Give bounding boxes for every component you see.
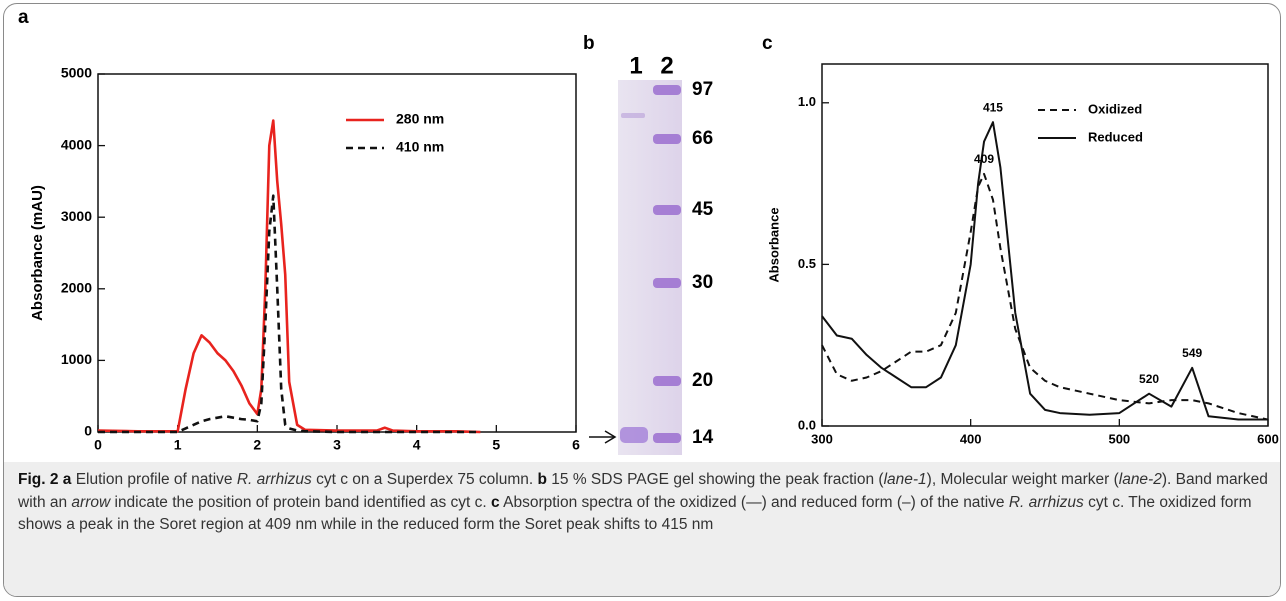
legend-label: Reduced [1088, 129, 1143, 144]
x-tick-label: 400 [960, 431, 982, 446]
caption-text: lane-1 [883, 471, 927, 488]
caption-text: R. arrhizus [1008, 493, 1084, 511]
caption-text: Absorption spectra of the oxidized (—) a… [499, 493, 1009, 511]
y-axis-label: Absorbance (mAU) [29, 185, 46, 321]
caption-text: ), Molecular weight marker ( [926, 471, 1119, 488]
marker-label: 66 [692, 128, 713, 149]
caption: Fig. 2 a Elution profile of native R. ar… [18, 469, 1270, 537]
legend-label: 410 nm [396, 139, 444, 155]
y-tick-label: 0.0 [798, 417, 816, 432]
figure-frame [3, 3, 1281, 597]
caption-text: 15 % SDS PAGE gel showing the peak fract… [546, 471, 884, 488]
marker-label: 20 [692, 370, 713, 391]
series-line [98, 194, 481, 434]
x-tick-label: 1 [174, 437, 182, 453]
y-tick-label: 0 [84, 423, 92, 439]
plot-frame [821, 63, 1269, 427]
y-tick-label: 4000 [61, 136, 92, 152]
x-tick-label: 0 [94, 437, 102, 453]
caption-text: c [491, 493, 500, 511]
y-tick-label: 3000 [61, 208, 92, 224]
marker-label: 97 [692, 79, 713, 100]
caption-text: lane-2 [1118, 471, 1162, 488]
panel-label: b [583, 33, 595, 54]
x-tick-label: 500 [1108, 431, 1130, 446]
caption-text: cyt c on a Superdex 75 column. [311, 471, 538, 488]
marker-band [653, 278, 681, 288]
annotation: 415 [983, 100, 1003, 114]
y-tick-label: 1.0 [798, 94, 816, 109]
marker-label: 14 [692, 427, 714, 448]
caption-text: Elution profile of native [71, 471, 237, 488]
caption-text: R. arrhizus [236, 471, 312, 488]
x-tick-label: 5 [492, 437, 500, 453]
annotation: 549 [1182, 346, 1202, 360]
x-tick-label: 2 [253, 437, 261, 453]
lane-label: 1 [629, 52, 642, 79]
series-line [821, 172, 1269, 421]
legend-label: Oxidized [1088, 101, 1142, 116]
caption-text: cyt c. The oxidized form shows a peak in… [18, 493, 1256, 534]
x-tick-label: 300 [811, 431, 833, 446]
x-tick-label: 6 [572, 437, 580, 453]
lane-label: 2 [660, 52, 673, 79]
legend-label: 280 nm [396, 111, 444, 127]
plot-frame [97, 73, 577, 433]
marker-band [653, 134, 681, 144]
panel-label: c [762, 33, 773, 54]
marker-band [653, 376, 681, 386]
marker-label: 30 [692, 272, 713, 293]
x-tick-label: 4 [413, 437, 421, 453]
y-tick-label: 0.5 [798, 256, 816, 271]
caption-text: b [537, 471, 547, 488]
series-line [97, 119, 481, 434]
y-tick-label: 2000 [61, 280, 92, 296]
sample-band [620, 427, 648, 443]
marker-band [653, 85, 681, 95]
annotation: 409 [974, 152, 994, 166]
marker-band [653, 433, 681, 443]
caption-text: arrow [71, 493, 111, 511]
caption-background [4, 462, 1280, 596]
sample-band-faint [621, 113, 645, 118]
caption-text: Fig. 2 a [18, 471, 72, 488]
marker-label: 45 [692, 199, 714, 220]
marker-band [653, 205, 681, 215]
x-tick-label: 3 [333, 437, 341, 453]
y-tick-label: 5000 [61, 65, 92, 81]
x-axis-label: Wavelength (nm) [993, 457, 1097, 458]
caption-text: indicate the position of protein band id… [110, 493, 492, 511]
figure: a0123456010002000300040005000mlAbsorbanc… [18, 7, 1279, 458]
arrow-head [604, 430, 617, 444]
annotation: 520 [1139, 372, 1159, 386]
caption-text: ). Band marked with an [18, 471, 1273, 511]
series-line [821, 121, 1268, 421]
panel-label: a [18, 7, 29, 28]
y-tick-label: 1000 [61, 351, 92, 367]
x-tick-label: 600 [1257, 431, 1279, 446]
y-axis-label: Absorbance [766, 207, 781, 282]
